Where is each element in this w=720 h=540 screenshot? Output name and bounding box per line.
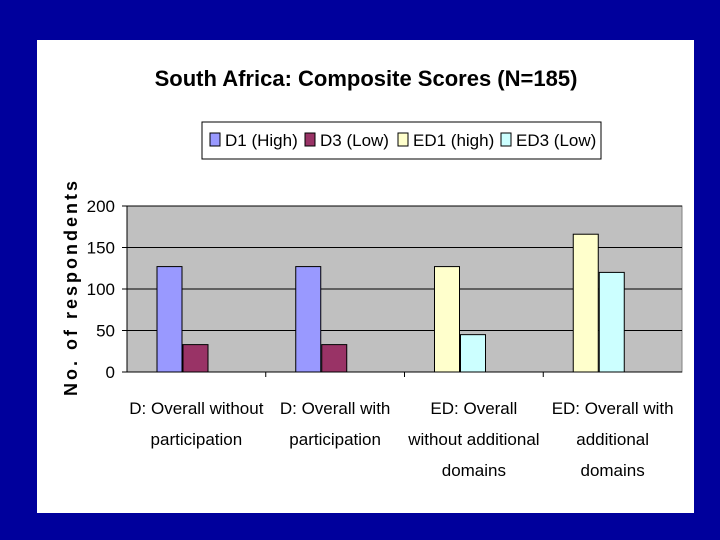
legend-label: ED3 (Low) xyxy=(516,131,596,150)
x-tick-label: participation xyxy=(151,430,243,449)
bar xyxy=(572,233,599,373)
legend-swatch xyxy=(500,132,512,147)
y-tick-label: 0 xyxy=(106,363,115,382)
bar xyxy=(434,266,460,373)
x-tick-label: D: Overall without xyxy=(129,399,263,418)
y-tick-label: 100 xyxy=(87,280,115,299)
x-tick-label: ED: Overall with xyxy=(552,399,674,418)
legend-label: ED1 (high) xyxy=(413,131,494,150)
legend-label: D1 (High) xyxy=(225,131,298,150)
x-tick-label: D: Overall with xyxy=(280,399,391,418)
bar xyxy=(321,344,348,373)
bar xyxy=(182,344,209,373)
y-axis-label: No. of respondents xyxy=(61,178,81,396)
bar xyxy=(598,271,625,373)
x-tick-label: additional xyxy=(576,430,649,449)
x-tick-label: without additional xyxy=(407,430,539,449)
x-tick-label: participation xyxy=(289,430,381,449)
slide-panel: South Africa: Composite Scores (N=185) D… xyxy=(37,40,694,513)
bar xyxy=(156,266,183,373)
bar xyxy=(460,334,486,373)
y-tick-label: 150 xyxy=(87,239,115,258)
x-tick-label: domains xyxy=(442,461,506,480)
legend-swatch xyxy=(304,132,316,147)
y-tick-label: 50 xyxy=(96,322,115,341)
legend: D1 (High) D3 (Low) ED1 (high) ED3 (Low) xyxy=(201,121,602,160)
y-tick-label: 200 xyxy=(87,197,115,216)
legend-swatch xyxy=(209,132,221,147)
x-tick-label: domains xyxy=(580,461,644,480)
x-tick-label: ED: Overall xyxy=(430,399,517,418)
chart: South Africa: Composite Scores (N=185) D… xyxy=(61,66,683,480)
legend-label: D3 (Low) xyxy=(320,131,389,150)
chart-title: South Africa: Composite Scores (N=185) xyxy=(155,66,578,91)
bar xyxy=(295,266,322,373)
legend-swatch xyxy=(397,132,409,147)
